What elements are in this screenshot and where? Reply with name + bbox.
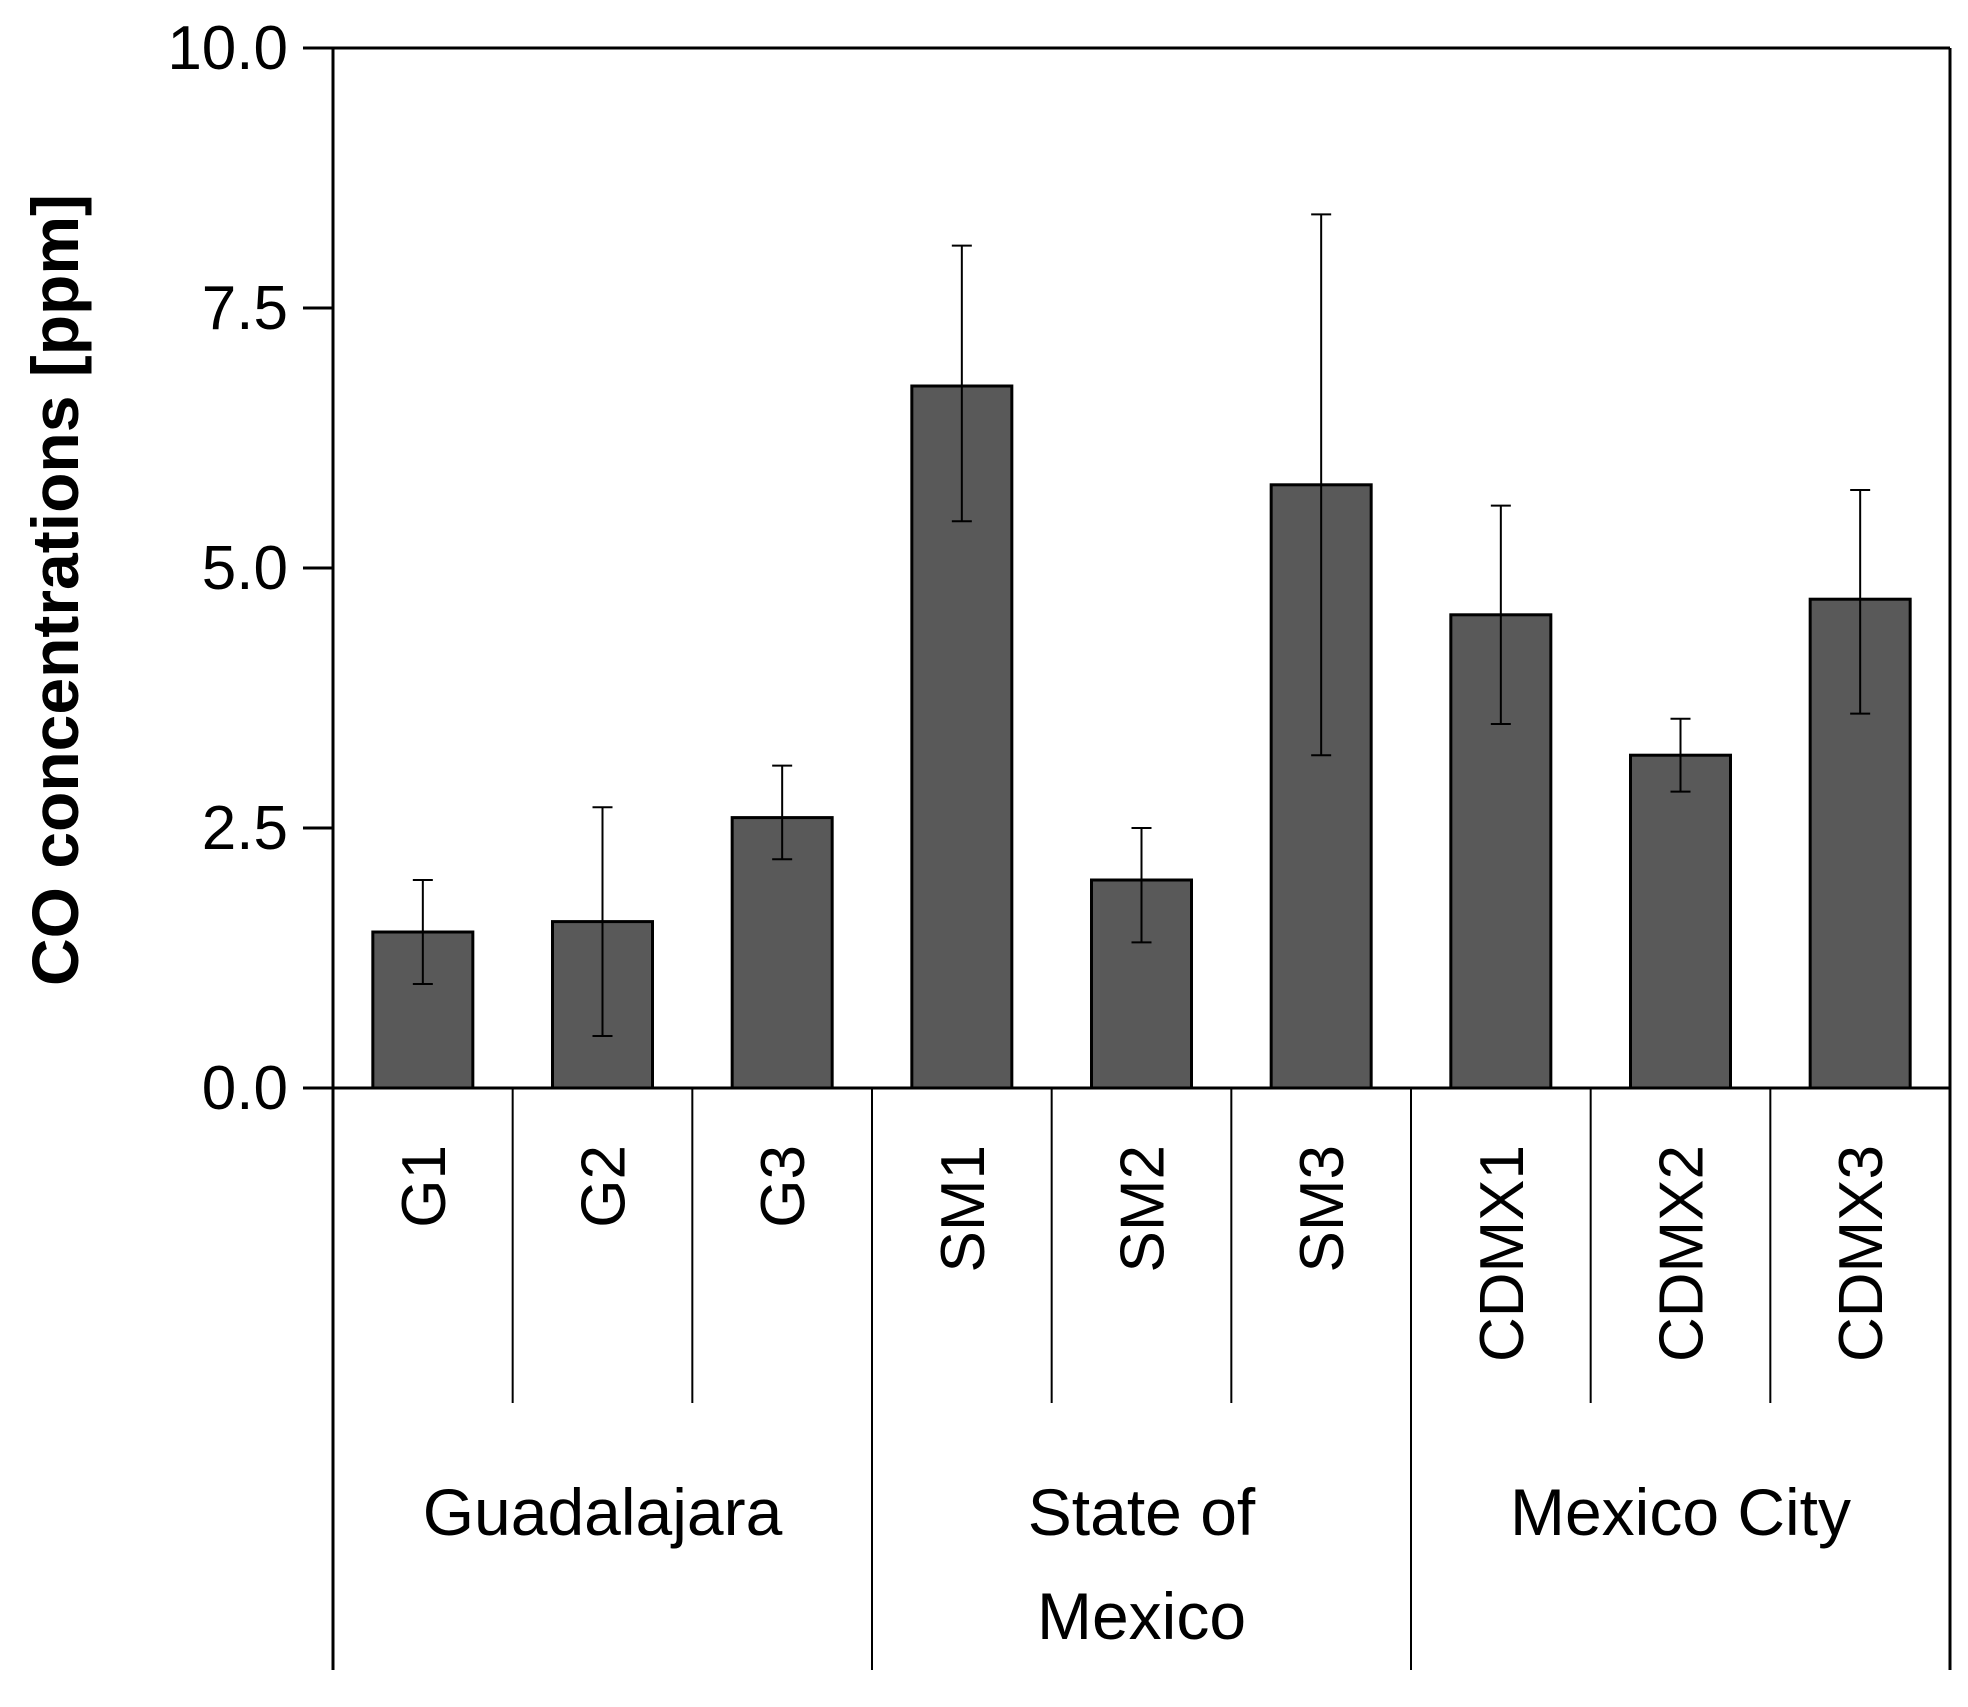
plot-frame [331,46,1952,1670]
y-tick-label: 0.0 [202,1054,288,1123]
group-label-state-of-mexico: Mexico [1037,1579,1246,1653]
y-tick-label: 2.5 [202,794,288,863]
x-category-label: SM3 [1288,1145,1357,1272]
group-label-state-of-mexico: State of [1028,1475,1256,1549]
y-tick-label: 5.0 [202,534,288,603]
x-category-label: SM1 [929,1145,998,1272]
x-category-label: CDMX2 [1648,1145,1717,1362]
x-category-label: CDMX1 [1468,1145,1537,1362]
y-tick-label: 10.0 [167,14,288,83]
y-tick-label: 7.5 [202,274,288,343]
x-category-label: G2 [570,1145,639,1228]
bar-cdmx2 [1629,753,1732,1090]
group-label-guadalajara: Guadalajara [423,1475,783,1549]
x-category-label: G1 [390,1145,459,1228]
y-axis: 0.0 2.5 5.0 7.5 10.0 [167,14,333,1123]
x-category-label: SM2 [1109,1145,1178,1272]
bars [371,384,1912,1090]
error-bars [412,213,1871,1037]
y-axis-title: CO concentrations [ppm] [18,194,92,986]
group-label-mexico-city: Mexico City [1510,1475,1851,1549]
x-axis: G1 G2 G3 SM1 SM2 SM3 CDMX1 CDMX2 CDMX3 Guadalajar… [303,1086,1950,1670]
x-category-label: CDMX3 [1827,1145,1896,1362]
x-category-label: G3 [749,1145,818,1228]
